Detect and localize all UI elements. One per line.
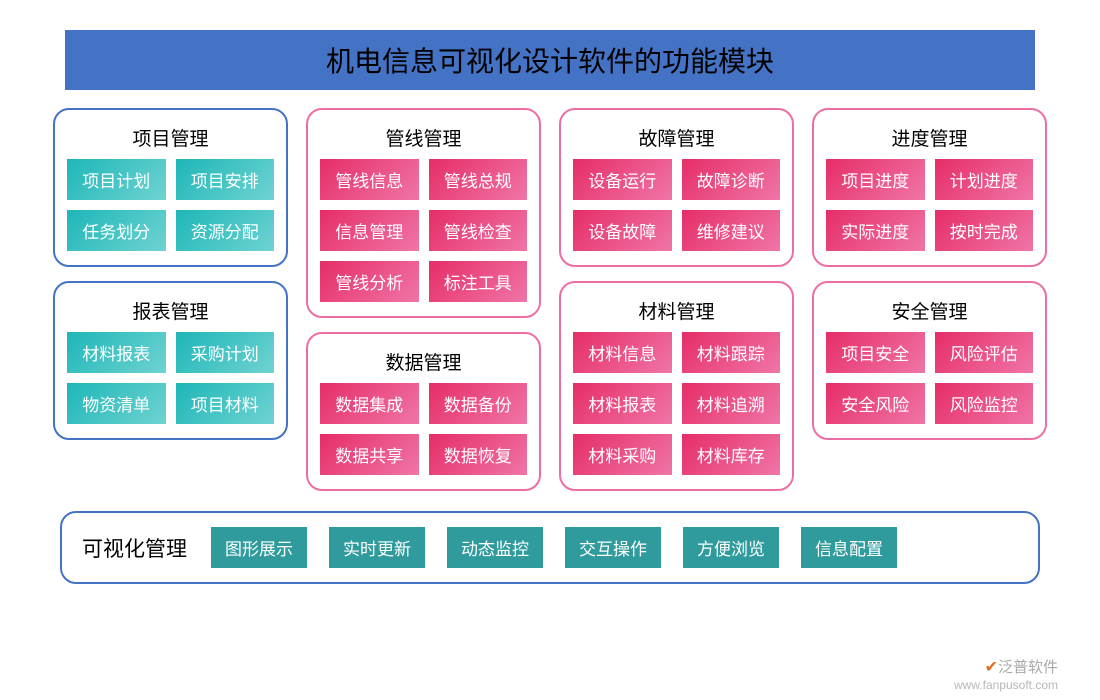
module-item: 项目安排	[176, 159, 275, 200]
module-items: 项目计划项目安排任务划分资源分配	[65, 159, 276, 251]
module-item: 标注工具	[429, 261, 528, 302]
watermark-url: www.fanpusoft.com	[954, 678, 1058, 692]
module-progress: 进度管理 项目进度计划进度实际进度按时完成	[812, 108, 1047, 267]
footer-item: 方便浏览	[683, 527, 779, 568]
module-item: 项目进度	[826, 159, 925, 200]
module-item: 材料报表	[573, 383, 672, 424]
footer-item: 交互操作	[565, 527, 661, 568]
watermark-brand: 泛普软件	[998, 659, 1058, 676]
module-item: 数据共享	[320, 434, 419, 475]
module-title: 管线管理	[318, 120, 529, 157]
module-item: 信息管理	[320, 210, 419, 251]
footer-item: 信息配置	[801, 527, 897, 568]
module-items: 设备运行故障诊断设备故障维修建议	[571, 159, 782, 251]
module-items: 项目进度计划进度实际进度按时完成	[824, 159, 1035, 251]
module-item: 材料追溯	[682, 383, 781, 424]
footer-item: 实时更新	[329, 527, 425, 568]
module-safety: 安全管理 项目安全风险评估安全风险风险监控	[812, 281, 1047, 440]
module-item: 管线检查	[429, 210, 528, 251]
module-item: 故障诊断	[682, 159, 781, 200]
module-item: 任务划分	[67, 210, 166, 251]
module-item: 实际进度	[826, 210, 925, 251]
module-items: 管线信息管线总规信息管理管线检查管线分析标注工具	[318, 159, 529, 302]
module-item: 风险监控	[935, 383, 1034, 424]
module-pipeline: 管线管理 管线信息管线总规信息管理管线检查管线分析标注工具	[306, 108, 541, 318]
module-item: 安全风险	[826, 383, 925, 424]
module-data: 数据管理 数据集成数据备份数据共享数据恢复	[306, 332, 541, 491]
module-grid: 项目管理 项目计划项目安排任务划分资源分配 报表管理 材料报表采购计划物资清单项…	[40, 108, 1060, 491]
module-item: 管线分析	[320, 261, 419, 302]
footer-item: 动态监控	[447, 527, 543, 568]
footer-item: 图形展示	[211, 527, 307, 568]
module-title: 报表管理	[65, 293, 276, 330]
module-item: 数据备份	[429, 383, 528, 424]
module-item: 维修建议	[682, 210, 781, 251]
module-title: 项目管理	[65, 120, 276, 157]
module-item: 采购计划	[176, 332, 275, 373]
module-items: 材料报表采购计划物资清单项目材料	[65, 332, 276, 424]
module-fault: 故障管理 设备运行故障诊断设备故障维修建议	[559, 108, 794, 267]
module-item: 数据集成	[320, 383, 419, 424]
footer-title: 可视化管理	[82, 533, 187, 563]
module-project: 项目管理 项目计划项目安排任务划分资源分配	[53, 108, 288, 267]
module-items: 材料信息材料跟踪材料报表材料追溯材料采购材料库存	[571, 332, 782, 475]
module-item: 按时完成	[935, 210, 1034, 251]
module-report: 报表管理 材料报表采购计划物资清单项目材料	[53, 281, 288, 440]
module-item: 设备运行	[573, 159, 672, 200]
module-title: 进度管理	[824, 120, 1035, 157]
module-item: 项目计划	[67, 159, 166, 200]
module-items: 项目安全风险评估安全风险风险监控	[824, 332, 1035, 424]
module-visualization: 可视化管理 图形展示实时更新动态监控交互操作方便浏览信息配置	[60, 511, 1040, 584]
module-item: 项目安全	[826, 332, 925, 373]
module-material: 材料管理 材料信息材料跟踪材料报表材料追溯材料采购材料库存	[559, 281, 794, 491]
check-icon: ✔	[985, 659, 998, 676]
watermark: ✔泛普软件 www.fanpusoft.com	[954, 658, 1058, 692]
module-item: 数据恢复	[429, 434, 528, 475]
module-item: 资源分配	[176, 210, 275, 251]
module-item: 管线信息	[320, 159, 419, 200]
module-item: 材料库存	[682, 434, 781, 475]
module-item: 设备故障	[573, 210, 672, 251]
module-item: 计划进度	[935, 159, 1034, 200]
module-title: 数据管理	[318, 344, 529, 381]
module-items: 数据集成数据备份数据共享数据恢复	[318, 383, 529, 475]
module-title: 故障管理	[571, 120, 782, 157]
module-item: 物资清单	[67, 383, 166, 424]
module-item: 项目材料	[176, 383, 275, 424]
module-title: 安全管理	[824, 293, 1035, 330]
module-item: 材料信息	[573, 332, 672, 373]
module-item: 材料跟踪	[682, 332, 781, 373]
page-title: 机电信息可视化设计软件的功能模块	[65, 30, 1035, 90]
module-item: 风险评估	[935, 332, 1034, 373]
module-item: 材料报表	[67, 332, 166, 373]
module-item: 材料采购	[573, 434, 672, 475]
module-title: 材料管理	[571, 293, 782, 330]
module-item: 管线总规	[429, 159, 528, 200]
